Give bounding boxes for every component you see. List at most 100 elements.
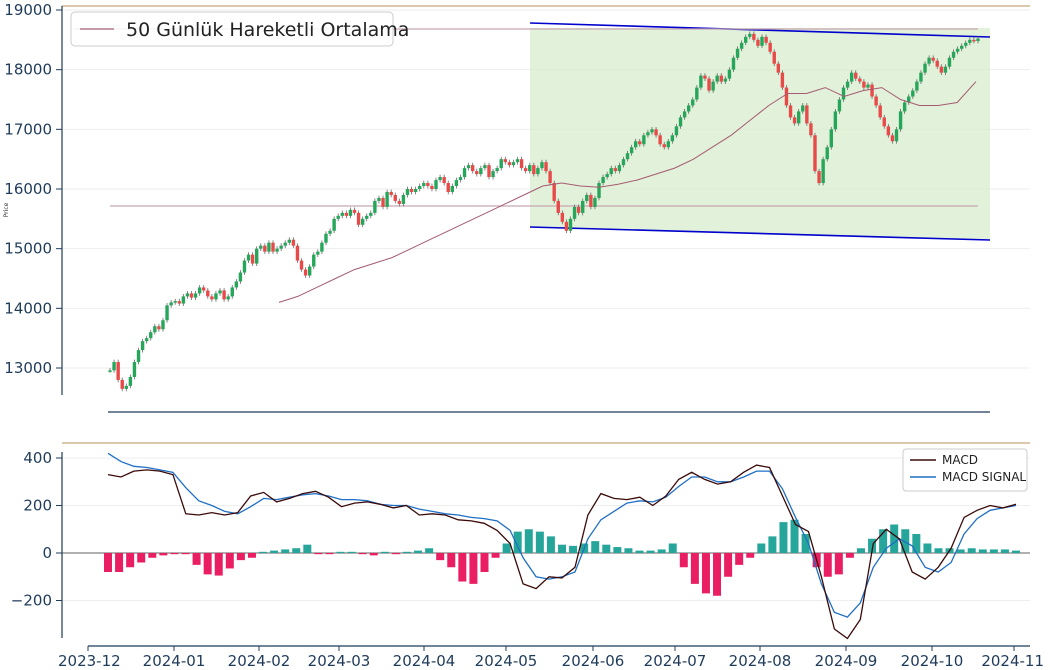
histogram-bar: [724, 553, 733, 577]
histogram-bar: [148, 553, 157, 558]
candle-body: [907, 96, 911, 103]
candle-body: [185, 293, 190, 297]
candle-body: [572, 206, 577, 219]
histogram-bar: [956, 549, 965, 553]
candle-body: [911, 90, 915, 97]
histogram-bar: [834, 553, 843, 575]
macd-legend: MACD MACD SIGNAL: [902, 448, 1028, 492]
histogram-bar: [137, 553, 146, 563]
candle-body: [523, 168, 528, 172]
histogram-bar: [967, 548, 976, 553]
candle-body: [813, 135, 817, 172]
candle-body: [442, 177, 446, 184]
histogram-bar: [635, 550, 644, 553]
histogram-bar: [713, 553, 722, 596]
candle-body: [120, 379, 124, 389]
candle-body: [923, 63, 927, 73]
candle-body: [788, 105, 793, 118]
channel-lower-line: [529, 226, 991, 241]
price-y-ticks: 13000 14000 15000 16000 17000 18000 19000: [4, 1, 62, 377]
histogram-bar: [901, 529, 910, 553]
histogram-bar: [126, 553, 135, 568]
candle-body: [890, 135, 895, 142]
candle-body: [715, 75, 719, 82]
candle-body: [552, 183, 556, 201]
price-legend-label: 50 Günlük Hareketli Ortalama: [126, 19, 409, 41]
candle-body: [373, 200, 377, 213]
histogram-bar: [746, 553, 755, 558]
candle-body: [711, 81, 715, 91]
candle-body: [939, 66, 944, 73]
candle-body: [275, 248, 279, 252]
histogram-bar: [823, 553, 832, 577]
price-tick-label: 19000: [4, 1, 52, 19]
histogram-bar: [115, 553, 124, 572]
candle-body: [662, 144, 666, 148]
candle-body: [161, 320, 165, 330]
candle-body: [829, 129, 833, 148]
histogram-bar: [613, 547, 622, 553]
candle-body: [780, 72, 785, 88]
candle-body: [560, 212, 565, 222]
candle-body: [666, 141, 670, 148]
candle-body: [495, 168, 499, 172]
candle-body: [605, 174, 609, 178]
candle-body: [470, 165, 475, 172]
x-tick-label: 2024-03: [308, 652, 371, 670]
macd-histogram: [104, 519, 1020, 596]
candle-body: [112, 362, 116, 371]
candle-body: [157, 326, 161, 330]
candle-body: [259, 245, 263, 249]
candle-body: [340, 212, 344, 216]
candle-body: [283, 242, 287, 246]
histogram-bar: [978, 549, 987, 553]
candle-body: [556, 200, 560, 213]
candle-body: [613, 168, 618, 172]
candle-body: [466, 165, 471, 169]
candle-body: [935, 60, 939, 67]
candle-body: [193, 293, 198, 298]
price-tick-label: 18000: [4, 61, 52, 79]
candle-body: [719, 75, 723, 82]
candle-body: [947, 57, 952, 67]
candle-body: [858, 78, 862, 82]
candle-body: [238, 272, 243, 282]
candle-body: [434, 180, 438, 189]
candle-body: [202, 287, 206, 291]
candle-body: [348, 209, 353, 216]
histogram-bar: [757, 543, 766, 553]
histogram-bar: [779, 522, 788, 553]
candle-body: [393, 194, 397, 201]
candle-body: [381, 197, 385, 207]
candle-body: [181, 296, 186, 304]
candle-body: [250, 254, 255, 264]
candle-body: [255, 248, 259, 264]
x-tick-label: 2024-04: [393, 652, 456, 670]
candle-body: [915, 81, 919, 91]
macd-line: [107, 464, 1017, 640]
candle-body: [784, 87, 789, 106]
candle-body: [491, 171, 495, 178]
candle-body: [707, 78, 711, 91]
candle-body: [438, 177, 442, 181]
candle-body: [927, 57, 931, 64]
histogram-bar: [646, 550, 655, 553]
candle-body: [817, 171, 821, 184]
candle-body: [727, 69, 732, 79]
x-ticks: 2023-12 2024-01 2024-02 2024-03 2024-04 2024-…: [58, 646, 1044, 670]
candle-body: [674, 126, 679, 136]
candle-body: [365, 215, 369, 219]
candle-body: [246, 254, 251, 261]
candle-body: [312, 254, 316, 267]
price-tick-label: 16000: [4, 180, 52, 198]
candle-body: [874, 96, 878, 106]
candle-body: [658, 135, 662, 145]
price-tick-label: 13000: [4, 359, 52, 377]
candles: [108, 31, 980, 392]
histogram-bar: [513, 531, 522, 553]
candle-body: [951, 51, 956, 58]
candle-body: [841, 87, 846, 100]
candle-body: [731, 57, 736, 70]
candle-body: [360, 218, 365, 225]
histogram-bar: [535, 531, 544, 553]
